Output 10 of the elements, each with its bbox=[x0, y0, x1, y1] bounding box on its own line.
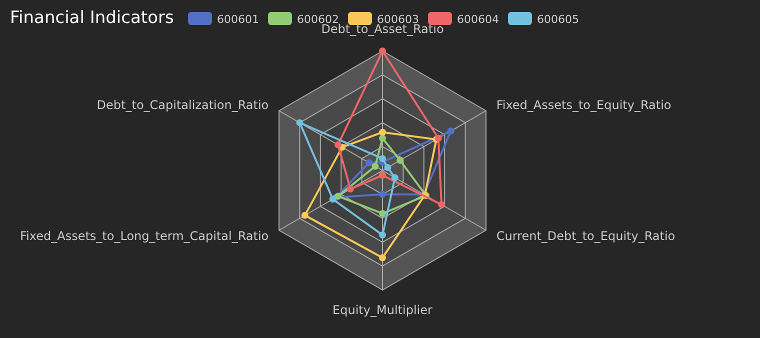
spoke-label: Equity_Multiplier bbox=[332, 302, 432, 317]
legend-label: 600601 bbox=[217, 13, 259, 26]
legend-label: 600605 bbox=[537, 13, 579, 26]
spoke-label: Current_Debt_to_Equity_Ratio bbox=[496, 229, 676, 244]
chart-title: Financial Indicators bbox=[10, 8, 174, 28]
legend-label: 600604 bbox=[457, 13, 499, 26]
spoke-label: Debt_to_Capitalization_Ratio bbox=[96, 98, 269, 112]
spoke-label: Fixed_Assets_to_Equity_Ratio bbox=[496, 98, 672, 112]
spoke-label: Debt_to_Asset_Ratio bbox=[321, 22, 444, 36]
spoke-label: Fixed_Assets_to_Long_term_Capital_Ratio bbox=[20, 229, 269, 244]
